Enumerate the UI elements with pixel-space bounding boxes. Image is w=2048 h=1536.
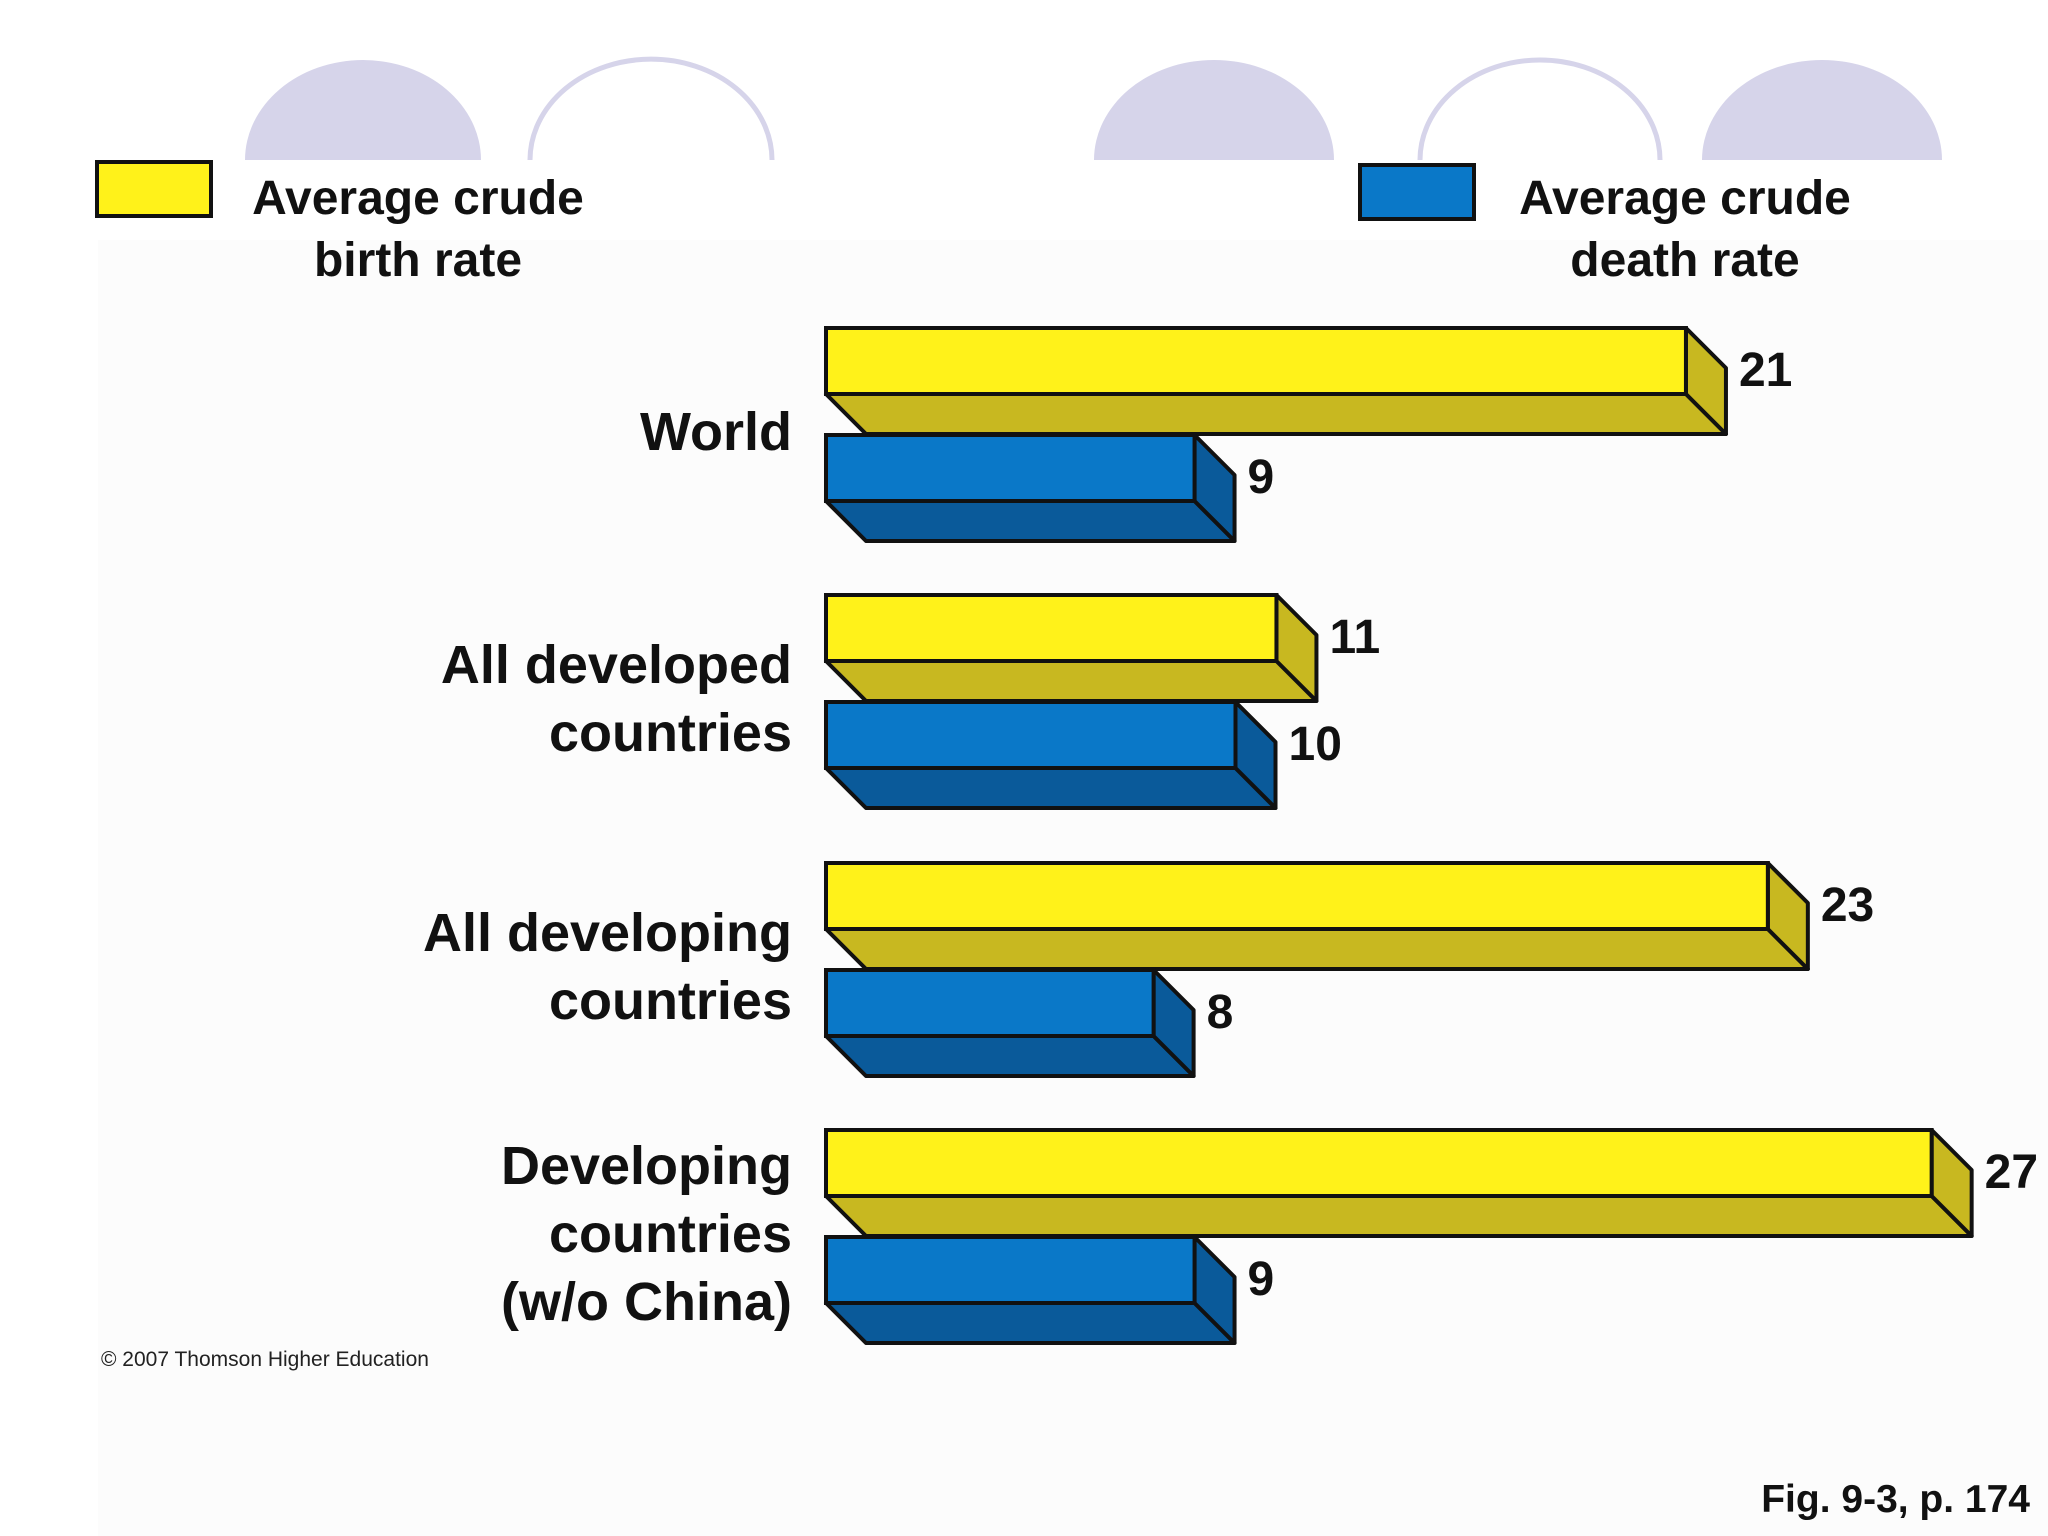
value-label-birth-0: 21 bbox=[1739, 344, 1792, 397]
category-label-1-line-1: countries bbox=[549, 703, 792, 763]
decor-filled-arc-1 bbox=[245, 60, 481, 160]
legend-label-death-line1: Average crude bbox=[1519, 172, 1851, 225]
bar-group-1: 11 10 All developed countries bbox=[441, 593, 1380, 810]
legend-label-death-line2: death rate bbox=[1570, 234, 1800, 287]
decor-outline-arc-2 bbox=[1417, 57, 1663, 161]
bar-death-bottom-3 bbox=[824, 1301, 1237, 1345]
value-label-birth-3: 27 bbox=[1985, 1146, 2038, 1199]
legend-label-birth: Average crude birth rate bbox=[228, 168, 608, 292]
bar-birth-bottom-0 bbox=[824, 392, 1728, 436]
value-label-death-3: 9 bbox=[1248, 1253, 1275, 1306]
value-label-birth-1: 11 bbox=[1329, 611, 1380, 664]
bar-birth-bottom-1 bbox=[824, 659, 1319, 703]
bar-death-2 bbox=[824, 968, 1156, 1038]
decor-filled-arc-3 bbox=[1702, 60, 1942, 160]
bar-death-1 bbox=[824, 700, 1238, 770]
category-label-3-line-0: Developing bbox=[501, 1136, 792, 1196]
bar-group-3: 27 9 Developing countries (w/o China) bbox=[501, 1128, 2038, 1345]
decorative-arcs bbox=[245, 56, 1942, 161]
category-label-3-line-2: (w/o China) bbox=[501, 1272, 792, 1332]
category-label-1-line-0: All developed bbox=[441, 635, 792, 695]
figure-reference: Fig. 9-3, p. 174 bbox=[1761, 1478, 2030, 1521]
category-label-3-line-1: countries bbox=[549, 1204, 792, 1264]
legend-swatch-death bbox=[1358, 163, 1476, 221]
bar-birth-2 bbox=[824, 861, 1770, 931]
bar-group-0: 21 9 World bbox=[640, 326, 1792, 543]
value-label-death-2: 8 bbox=[1207, 986, 1234, 1039]
category-label-0-line-0: World bbox=[640, 402, 792, 462]
bar-birth-3 bbox=[824, 1128, 1934, 1198]
decor-outline-arc-1 bbox=[527, 56, 775, 161]
bar-group-2: 23 8 All developing countries bbox=[423, 861, 1874, 1078]
category-label-2-line-0: All developing bbox=[423, 903, 792, 963]
copyright-notice: © 2007 Thomson Higher Education bbox=[101, 1348, 429, 1371]
category-label-0: World bbox=[640, 402, 792, 462]
legend-label-birth-line2: birth rate bbox=[313, 234, 523, 287]
bar-death-bottom-1 bbox=[824, 766, 1278, 810]
legend-label-death: Average crude death rate bbox=[1490, 168, 1880, 292]
bar-birth-0 bbox=[824, 326, 1688, 396]
bar-death-0 bbox=[824, 433, 1197, 503]
bar-death-3 bbox=[824, 1235, 1197, 1305]
value-label-birth-2: 23 bbox=[1821, 879, 1874, 932]
category-label-3: Developing countries (w/o China) bbox=[501, 1136, 792, 1332]
bar-birth-bottom-2 bbox=[824, 927, 1810, 971]
category-label-2: All developing countries bbox=[423, 903, 792, 1031]
bar-death-bottom-0 bbox=[824, 499, 1237, 543]
bar-birth-1 bbox=[824, 593, 1279, 663]
legend-label-birth-line1: Average crude bbox=[252, 172, 584, 225]
legend-swatch-birth bbox=[95, 160, 213, 218]
value-label-death-0: 9 bbox=[1248, 451, 1275, 504]
value-label-death-1: 10 bbox=[1289, 718, 1342, 771]
bar-birth-bottom-3 bbox=[824, 1194, 1974, 1238]
decor-filled-arc-2 bbox=[1094, 60, 1334, 160]
bar-death-bottom-2 bbox=[824, 1034, 1196, 1078]
category-label-1: All developed countries bbox=[441, 635, 792, 763]
category-label-2-line-1: countries bbox=[549, 971, 792, 1031]
